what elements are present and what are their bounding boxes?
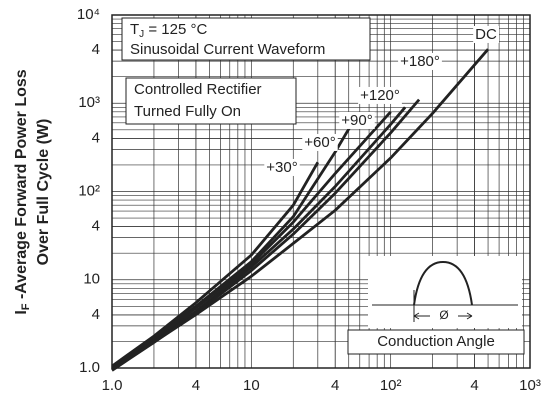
annotation-box xyxy=(125,77,297,125)
icon-label: Ø xyxy=(439,308,448,322)
y-tick-label: 10 xyxy=(83,271,100,288)
series-label: +60° xyxy=(304,134,335,151)
y-tick-label: 10⁴ xyxy=(77,6,100,23)
series-line xyxy=(111,48,490,371)
y-tick-label: 1.0 xyxy=(79,359,100,376)
annotation: Controlled Rectifier xyxy=(134,81,262,98)
annotation-part: J xyxy=(139,29,144,40)
series-line xyxy=(111,118,356,370)
series-label: +180° xyxy=(400,53,440,70)
annotation: Turned Fully On xyxy=(134,103,241,120)
annotation: Sinusoidal Current Waveform xyxy=(130,41,325,58)
y-axis-label: IF -Average Forward Power Loss xyxy=(13,69,32,314)
series-label-background xyxy=(339,111,375,129)
y-tick-label: 4 xyxy=(92,218,100,235)
icon-background xyxy=(368,256,522,328)
y-tick-label: 4 xyxy=(92,41,100,58)
annotation: Conduction Angle xyxy=(377,333,495,350)
plot-frame xyxy=(111,14,531,369)
series-label: +120° xyxy=(360,87,400,104)
x-tick-label: 1.0 xyxy=(102,377,123,394)
x-tick-label: 4 xyxy=(470,377,478,394)
series-label-background xyxy=(302,133,338,151)
annotation-part: T xyxy=(130,21,139,38)
annotation-box xyxy=(121,17,371,61)
series-label-background xyxy=(473,25,499,43)
x-tick-label: 4 xyxy=(331,377,339,394)
y-tick-label: 10³ xyxy=(78,94,100,111)
annotation: TJ = 125 °C xyxy=(130,21,207,40)
series-label: +90° xyxy=(341,112,372,129)
series-line xyxy=(111,110,392,371)
y-tick-label: 4 xyxy=(92,306,100,323)
series-label-background xyxy=(398,52,442,70)
y-tick-label: 10² xyxy=(78,182,100,199)
series-label: +30° xyxy=(266,159,297,176)
x-tick-label: 10 xyxy=(243,377,260,394)
x-tick-label: 10² xyxy=(380,377,402,394)
y-tick-label: 4 xyxy=(92,129,100,146)
x-tick-label: 4 xyxy=(192,377,200,394)
series-label-background xyxy=(358,86,402,104)
annotation-part: = 125 °C xyxy=(144,21,207,38)
series-label: DC xyxy=(475,26,497,43)
icon-wave xyxy=(413,260,473,306)
annotation-box xyxy=(347,329,525,355)
series-label-background xyxy=(264,158,300,176)
x-tick-label: 10³ xyxy=(519,377,541,394)
icon-arrow xyxy=(413,312,473,320)
series-line xyxy=(111,161,320,368)
y-axis-label: Over Full Cycle (W) xyxy=(35,119,52,266)
